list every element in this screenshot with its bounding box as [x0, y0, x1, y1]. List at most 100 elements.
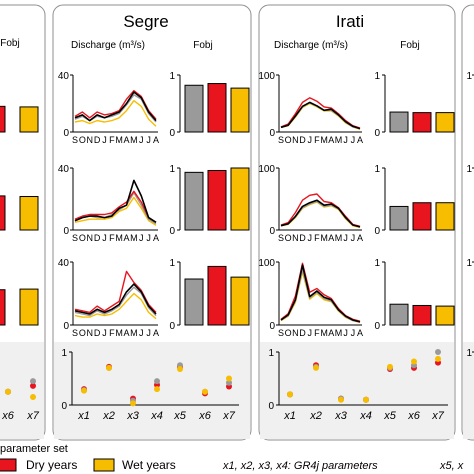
month-label: J — [343, 328, 348, 338]
hydro-line-black — [280, 264, 361, 323]
fobj-tick-label: 0 — [374, 226, 380, 237]
param-x-label: x4 — [150, 410, 163, 422]
month-label: S — [278, 135, 284, 145]
month-label: N — [292, 135, 299, 145]
month-label: S — [72, 328, 78, 338]
month-label: A — [357, 135, 363, 145]
param-x-label: x7 — [26, 410, 40, 422]
param-point-yellow — [411, 358, 417, 365]
param-point-gray — [30, 378, 36, 385]
param-point-yellow — [387, 363, 393, 370]
fobj-tick-label: 0 — [169, 226, 175, 237]
hydro-tick-label: 100 — [258, 164, 275, 175]
edge-tick-label: 1 — [466, 348, 472, 359]
hydro-line-yellow — [74, 196, 157, 226]
legend-parameter-set: parameter set — [0, 443, 68, 455]
param-x-label: x3 — [334, 410, 348, 422]
month-label: A — [153, 233, 159, 243]
param-point-yellow — [106, 364, 112, 371]
month-label: N — [86, 135, 93, 145]
month-label: A — [357, 233, 363, 243]
month-label: N — [292, 328, 299, 338]
fobj-tick-label: 1 — [374, 71, 380, 82]
discharge-label-segre: Discharge (m³/s) — [71, 40, 145, 51]
month-label: F — [109, 135, 115, 145]
fobj-bar-gray — [184, 278, 204, 326]
month-label: S — [72, 135, 78, 145]
fobj-tick-label: 1 — [169, 258, 175, 269]
param-point-yellow — [313, 364, 319, 371]
month-label: M — [130, 233, 138, 243]
edge-tick-label: 1 — [466, 258, 472, 269]
month-label: A — [124, 233, 130, 243]
fobj-bar-red — [412, 202, 432, 231]
legend-swatch-dry — [0, 458, 17, 472]
fobj-tick-label: 1 — [374, 258, 380, 269]
hydro-line-red — [280, 97, 361, 129]
param-point-yellow — [226, 375, 232, 382]
month-label: F — [109, 233, 115, 243]
fobj-bar-yellow — [230, 167, 250, 231]
month-label: M — [130, 135, 138, 145]
hydro-line-black — [280, 199, 361, 228]
fobj-label: Fobj — [0, 38, 19, 49]
fobj-bar-gray — [184, 171, 204, 231]
fobj-bar-gray — [389, 303, 409, 326]
month-label: D — [94, 135, 101, 145]
fobj-tick-label: 1 — [169, 71, 175, 82]
legend-gr4j-note: x1, x2, x3, x4: GR4j parameters — [222, 460, 378, 472]
param-point-yellow — [154, 386, 160, 393]
hydro-tick-label: 0 — [63, 321, 69, 332]
month-label: J — [343, 233, 348, 243]
hydro-tick-label: 40 — [58, 164, 70, 175]
legend-dry-label: Dry years — [26, 458, 77, 472]
month-label: M — [115, 233, 123, 243]
param-x-label: x2 — [102, 410, 115, 422]
fobj-bar-gray — [389, 205, 409, 231]
month-label: J — [102, 328, 107, 338]
param-x-label: x5 — [383, 410, 397, 422]
month-label: N — [86, 328, 93, 338]
month-label: N — [292, 233, 299, 243]
fobj-bar-red — [0, 195, 6, 231]
fobj-bar-red — [0, 289, 6, 326]
fobj-bar-red — [412, 304, 432, 326]
month-label: J — [102, 135, 107, 145]
month-label: S — [72, 233, 78, 243]
month-label: J — [146, 135, 151, 145]
month-label: D — [299, 135, 306, 145]
param-point-yellow — [202, 388, 208, 395]
month-label: A — [328, 135, 334, 145]
month-label: M — [115, 135, 123, 145]
params-bg-irati — [260, 342, 454, 439]
param-point-yellow — [435, 355, 441, 362]
month-label: J — [139, 233, 144, 243]
month-label: D — [94, 233, 101, 243]
discharge-label-irati: Discharge (m³/s) — [274, 40, 348, 51]
panel-frame-right — [461, 4, 474, 441]
month-label: N — [86, 233, 93, 243]
month-label: F — [314, 233, 320, 243]
param-point-gray — [226, 379, 232, 386]
month-label: J — [351, 328, 356, 338]
fobj-bar-red — [0, 105, 6, 133]
param-x-label: x1 — [77, 410, 90, 422]
month-label: F — [109, 328, 115, 338]
panel-title-segre: Segre — [123, 12, 168, 31]
param-x-label: x6 — [407, 410, 421, 422]
month-label: O — [79, 135, 86, 145]
fobj-label-segre: Fobj — [193, 40, 212, 51]
month-label: O — [285, 233, 292, 243]
hydro-tick-label: 0 — [269, 128, 275, 139]
month-label: M — [130, 328, 138, 338]
param-tick-label: 1 — [268, 348, 274, 359]
month-label: O — [285, 328, 292, 338]
month-label: O — [79, 328, 86, 338]
hydro-tick-label: 0 — [269, 321, 275, 332]
month-label: M — [320, 135, 328, 145]
fobj-bar-gray — [389, 111, 409, 133]
param-point-yellow — [338, 396, 344, 403]
month-label: J — [146, 233, 151, 243]
fobj-bar-red — [412, 112, 432, 133]
